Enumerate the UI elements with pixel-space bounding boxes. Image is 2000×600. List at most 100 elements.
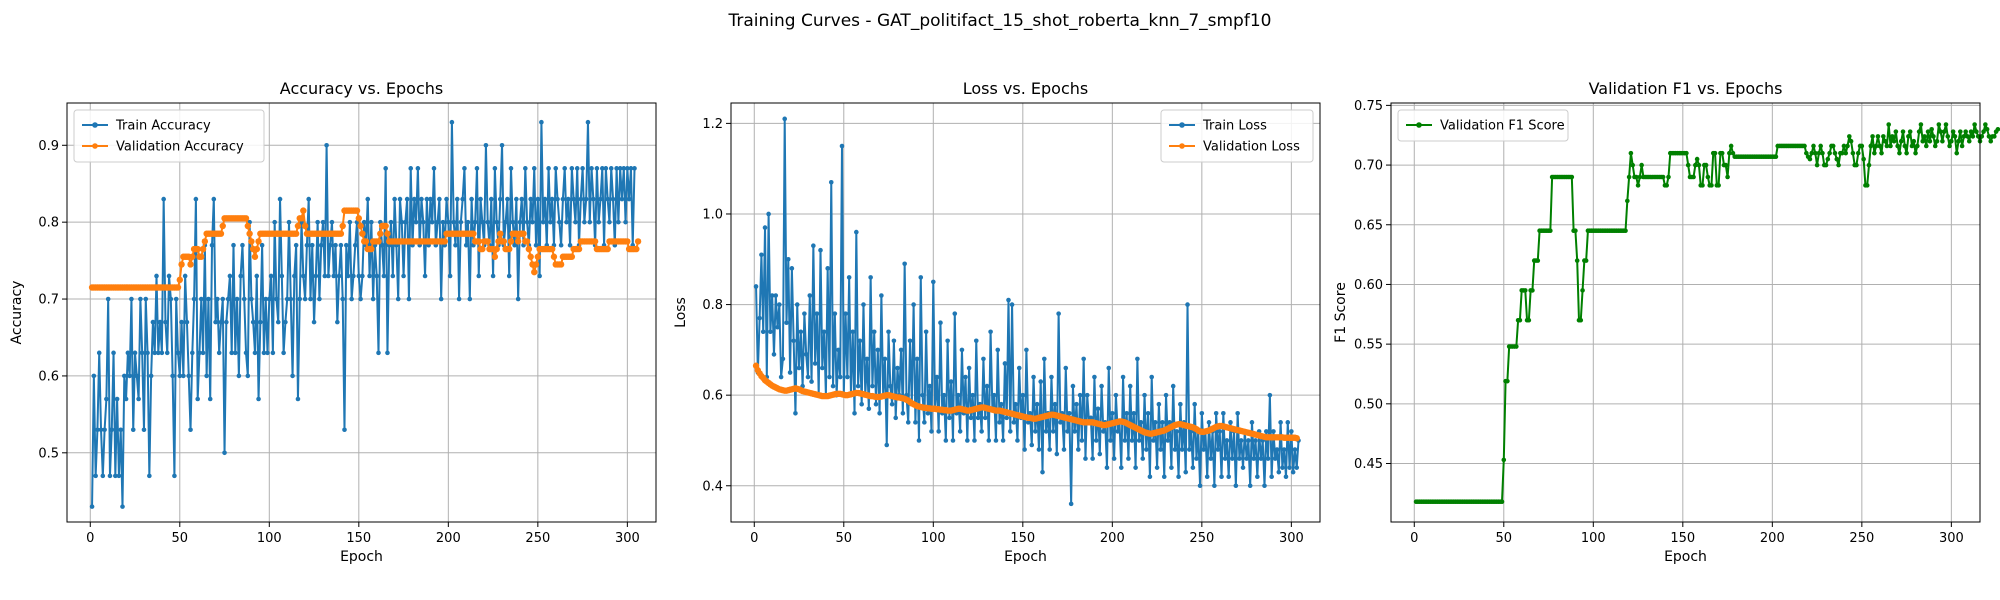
data-point <box>1530 288 1535 293</box>
data-point <box>582 219 587 225</box>
data-point <box>943 438 949 443</box>
data-point <box>1877 143 1883 149</box>
data-point <box>1897 150 1902 156</box>
data-point <box>1986 134 1992 139</box>
data-point <box>467 296 473 302</box>
data-point <box>95 427 100 433</box>
data-point <box>492 166 498 171</box>
data-point <box>1936 122 1942 127</box>
legend-swatch-marker <box>92 122 98 128</box>
data-point <box>1517 317 1523 323</box>
data-point <box>1011 420 1017 425</box>
axes-frame <box>66 102 657 523</box>
data-point <box>390 273 396 279</box>
data-point <box>1889 134 1895 139</box>
data-point <box>1104 465 1110 470</box>
y-tick-label: 0.8 <box>38 216 59 231</box>
data-point <box>610 196 616 202</box>
loss-chart-title: Loss vs. Epochs <box>963 79 1088 98</box>
data-point <box>152 350 158 356</box>
data-point <box>186 373 192 379</box>
data-point <box>458 219 464 225</box>
data-point <box>793 410 798 416</box>
data-point <box>1095 406 1101 412</box>
data-point <box>440 219 446 225</box>
data-point <box>580 166 585 171</box>
data-point <box>1029 442 1035 448</box>
data-point <box>361 219 367 225</box>
data-point <box>1276 469 1282 475</box>
data-point <box>573 219 578 225</box>
y-tick-label: 0.7 <box>38 293 59 308</box>
data-point <box>1283 474 1289 480</box>
data-point <box>478 196 483 202</box>
data-point <box>1049 374 1054 380</box>
data-point <box>499 142 505 148</box>
data-point <box>96 350 102 356</box>
data-point <box>362 238 370 245</box>
data-point <box>1272 456 1278 461</box>
data-point <box>494 219 499 225</box>
data-point <box>359 230 366 237</box>
data-point <box>114 396 120 402</box>
data-point <box>503 219 508 225</box>
data-point <box>242 215 250 222</box>
data-point <box>241 296 247 302</box>
data-point <box>1108 438 1113 443</box>
data-point <box>270 350 276 356</box>
data-point <box>174 284 182 291</box>
data-point <box>1945 134 1951 139</box>
data-point <box>1773 154 1779 160</box>
data-point <box>882 356 888 362</box>
data-point <box>634 238 642 245</box>
data-point <box>298 215 305 222</box>
data-point <box>859 401 864 407</box>
data-point <box>888 383 893 389</box>
data-point <box>98 427 104 433</box>
data-point <box>1043 429 1049 434</box>
data-point <box>476 273 482 279</box>
data-point <box>757 315 762 321</box>
data-point <box>1228 420 1233 425</box>
data-point <box>762 225 768 230</box>
data-point <box>1900 129 1906 134</box>
data-point <box>1705 174 1711 180</box>
data-point <box>1981 129 1986 134</box>
data-point <box>441 238 448 245</box>
y-tick-label: 0.5 <box>38 446 59 461</box>
data-point <box>1265 456 1271 461</box>
data-point <box>220 296 226 302</box>
data-point <box>1201 447 1206 452</box>
data-point <box>1290 469 1296 475</box>
data-point <box>349 296 354 302</box>
data-point <box>557 219 562 225</box>
data-point <box>1660 174 1666 180</box>
data-point <box>1514 344 1519 349</box>
data-point <box>365 196 371 202</box>
data-point <box>780 356 786 362</box>
data-point <box>163 319 168 325</box>
accuracy-legend: Train Accuracy Validation Accuracy <box>73 109 265 163</box>
data-point <box>1972 122 1977 127</box>
data-point <box>1691 174 1696 180</box>
y-tick-label: 0.9 <box>38 139 59 154</box>
data-point <box>517 219 523 225</box>
data-point <box>1174 429 1180 434</box>
data-point <box>225 296 231 302</box>
data-point <box>619 196 625 202</box>
data-point <box>1626 174 1632 180</box>
data-point <box>356 273 362 279</box>
data-point <box>818 247 823 253</box>
data-point <box>470 230 477 237</box>
data-point <box>1906 134 1911 139</box>
data-point <box>324 142 329 148</box>
x-tick-label: 150 <box>346 531 371 546</box>
data-point <box>216 350 222 356</box>
data-point <box>1522 288 1528 293</box>
data-point <box>395 296 401 302</box>
data-point <box>304 242 310 248</box>
data-point <box>335 319 340 325</box>
data-point <box>1843 150 1849 156</box>
data-point <box>753 284 759 289</box>
data-point <box>265 350 270 356</box>
